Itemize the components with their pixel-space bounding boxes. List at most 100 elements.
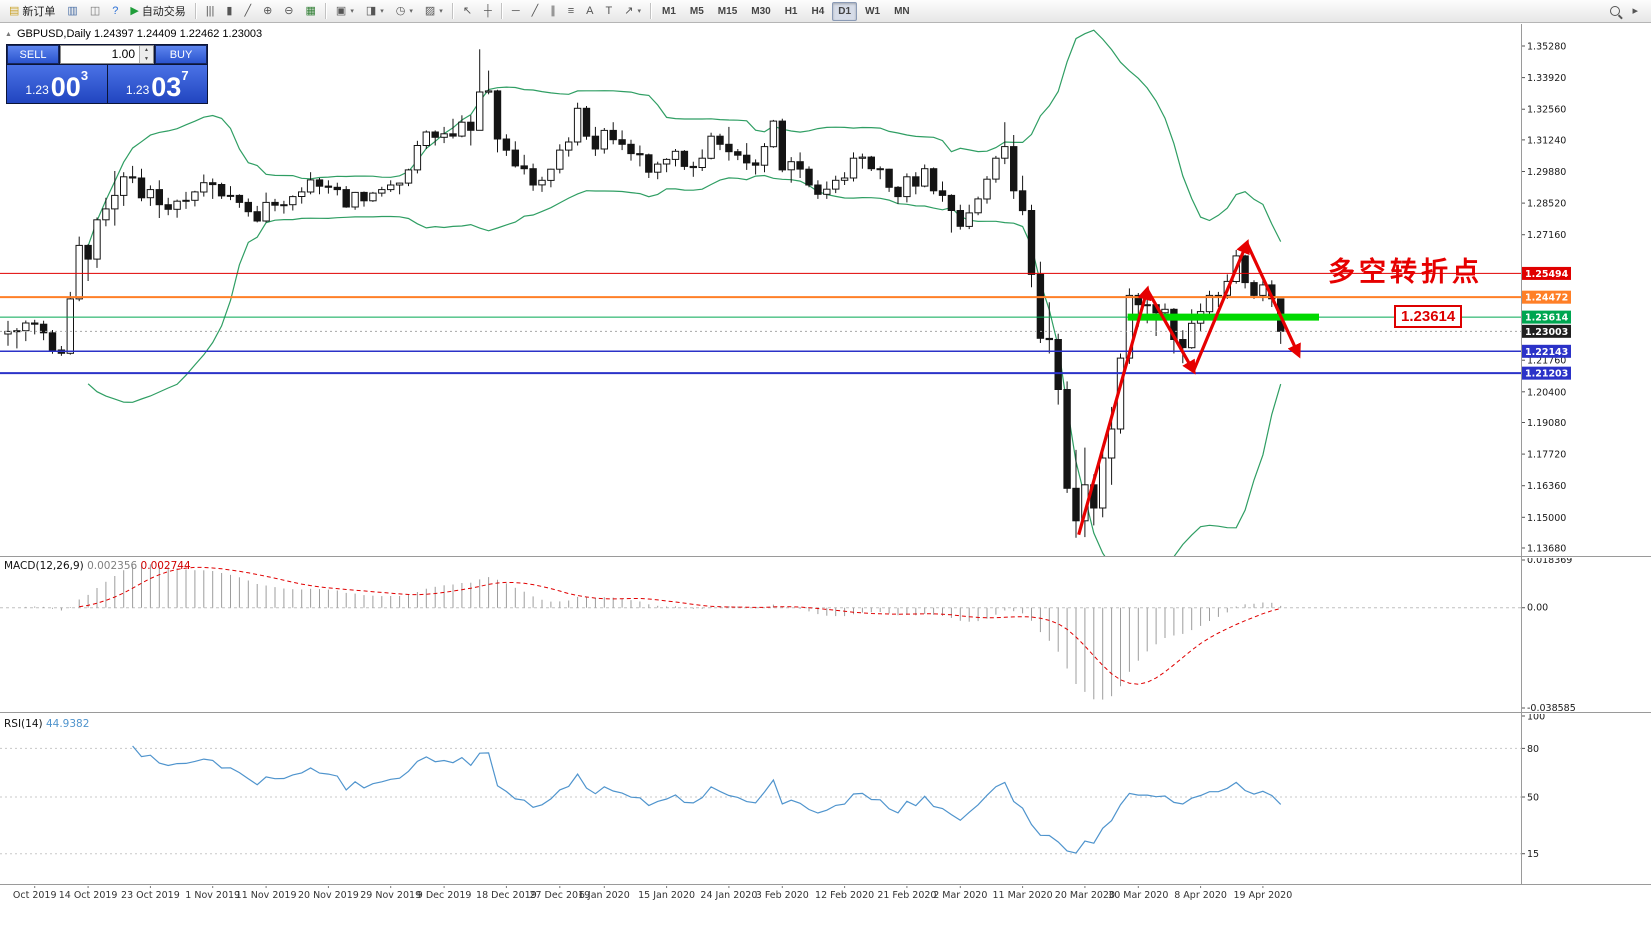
text-tool-button[interactable]: A [581,2,598,21]
svg-text:24 Jan 2020: 24 Jan 2020 [700,890,757,901]
turning-point-annotation[interactable]: 多空转折点 [1328,257,1483,287]
tile-windows-button[interactable]: ▦ [301,2,321,21]
candlestick-mode-button[interactable]: ▮ [221,2,237,21]
buy-button[interactable]: BUY [155,45,207,64]
new-chart-button[interactable]: ▣ ▾ [331,2,359,21]
cursor-button[interactable]: ↖ [458,2,477,21]
main-plot-area[interactable] [0,29,1521,570]
buy-price-button[interactable]: 1.23 03 7 [107,65,207,103]
trendline-tool-button[interactable]: ╱ [527,2,544,21]
trend-arrow-object[interactable] [1192,239,1250,372]
crosshair-button[interactable]: ┼ [479,2,497,21]
toolbar-right-icons: ▸ [1604,2,1648,21]
profiles-button[interactable]: ◨ ▾ [361,2,389,21]
timeframe-d1-button[interactable]: D1 [832,1,858,21]
svg-text:0.018369: 0.018369 [1527,555,1572,566]
trend-arrow-object[interactable] [1145,288,1196,375]
fibonacci-tool-icon: ≡ [567,4,575,17]
time-axis[interactable]: Oct 2019 14 Oct 2019 23 Oct 2019 1 Nov 2019… [13,884,1292,901]
auto-trading-button[interactable]: ▶ 自动交易 [125,2,190,21]
timeframe-m5-button[interactable]: M5 [684,2,710,21]
line-chart-mode-button[interactable]: ╱ [239,2,256,21]
hline-objects[interactable] [0,272,1521,375]
timeframe-h4-button[interactable]: H4 [806,2,831,21]
profiles-icon: ◨ [365,4,377,17]
sell-price-button[interactable]: 1.23 00 3 [7,65,107,103]
svg-text:1.19080: 1.19080 [1527,418,1566,429]
sell-price-big: 00 [50,72,81,102]
template-menu-icon: ▨ [424,4,436,17]
svg-text:18 Dec 2019: 18 Dec 2019 [476,890,537,901]
timeframe-m1-button[interactable]: M1 [656,2,682,21]
drawn-annotations[interactable] [1077,239,1319,536]
line-chart-mode-icon: ╱ [244,4,252,17]
svg-text:6 Jan 2020: 6 Jan 2020 [579,890,630,901]
market-watch-icon: ▥ [67,4,78,17]
bollinger-upper-band [87,29,1282,247]
auto-trading-icon: ▶ [130,4,139,17]
svg-text:11 Nov 2019: 11 Nov 2019 [236,890,297,901]
period-menu-dropdown-arrow[interactable]: ▾ [409,8,413,15]
svg-text:15: 15 [1527,849,1539,860]
fibonacci-tool-button[interactable]: ≡ [563,2,579,21]
level-label-annotation[interactable]: 1.23614 [1394,305,1463,328]
template-menu-button[interactable]: ▨ ▾ [420,2,448,21]
trend-arrow-object[interactable] [1077,285,1152,536]
price-tag [1522,266,1571,280]
timeframe-m15-button[interactable]: M15 [712,2,743,21]
horizontal-line-tool-button[interactable]: ─ [507,2,525,21]
timeframe-h1-button[interactable]: H1 [779,2,804,21]
market-watch-button[interactable]: ▥ [62,2,82,21]
svg-text:20 Nov 2019: 20 Nov 2019 [298,890,359,901]
navigator-button[interactable]: ◫ [85,2,105,21]
svg-text:0.00: 0.00 [1527,603,1548,614]
timeframe-m30-button[interactable]: M30 [745,2,776,21]
one-click-collapse-arrow[interactable]: ▲ [5,30,12,38]
svg-text:21 Feb 2020: 21 Feb 2020 [877,890,936,901]
price-scale[interactable]: 1.35280 1.33920 1.32560 1.31240 1.29880 1.285… [1521,42,1571,555]
channel-tool-button[interactable]: ∥ [545,2,561,21]
new-chart-dropdown-arrow[interactable]: ▾ [350,8,354,15]
timeframe-mn-button[interactable]: MN [888,2,916,21]
arrows-tool-button[interactable]: ↗ ▾ [619,2,646,21]
new-order-button[interactable]: ▤ 新订单 [4,2,60,21]
text-tool-icon: A [586,4,594,17]
macd-signal-line [79,566,1281,685]
trend-arrow-object[interactable] [1245,242,1301,359]
bar-chart-mode-button[interactable]: ||| [201,2,220,21]
zoom-out-button[interactable]: ⊖ [279,2,298,21]
zoom-in-button[interactable]: ⊕ [258,2,277,21]
period-menu-button[interactable]: ◷ ▾ [391,2,418,21]
sell-button[interactable]: SELL [7,45,59,64]
profiles-dropdown-arrow[interactable]: ▾ [380,8,384,15]
toolbar-separator [324,3,327,19]
text-label-tool-button[interactable]: T [601,2,618,21]
template-menu-dropdown-arrow[interactable]: ▾ [439,8,443,15]
volume-increase-button[interactable]: ▲ [140,46,153,55]
svg-text:100: 100 [1527,712,1545,723]
auto-trading-label: 自动交易 [141,6,186,18]
candlestick-mode-icon: ▮ [226,4,233,17]
toolbar-separator [194,3,197,19]
svg-text:1.32560: 1.32560 [1527,105,1566,116]
svg-text:-0.038585: -0.038585 [1527,703,1576,714]
price-tag-label: 1.22143 [1525,347,1568,358]
volume-input[interactable]: 1.00 [111,47,135,61]
search-button[interactable] [1605,2,1625,21]
jump-to-button[interactable]: ▸ [1627,2,1643,21]
arrows-tool-dropdown-arrow[interactable]: ▾ [637,8,641,15]
svg-text:14 Oct 2019: 14 Oct 2019 [59,890,118,901]
channel-tool-icon: ∥ [550,4,556,17]
price-tag-label: 1.23003 [1525,327,1568,338]
help-button[interactable]: ? [107,2,123,21]
svg-text:12 Feb 2020: 12 Feb 2020 [815,890,874,901]
toolbar: ▤ 新订单 ▥ ◫? ▶ 自动交易 ||| ▮ ╱ ⊕ ⊖ ▦ ▣ ▾ ◨ ▾ ◷ ▾ ▨ ▾ ↖ ┼ ─ ╱ ∥ ≡ A T ↗ ▾ M1… [0,0,1651,23]
price-tag [1522,324,1571,338]
zoom-out-icon: ⊖ [284,4,294,17]
timeframe-w1-button[interactable]: W1 [859,2,886,21]
volume-decrease-button[interactable]: ▼ [140,54,153,63]
text-label-tool-icon: T [605,4,613,17]
tile-windows-icon: ▦ [305,4,316,17]
price-tag [1522,344,1571,358]
